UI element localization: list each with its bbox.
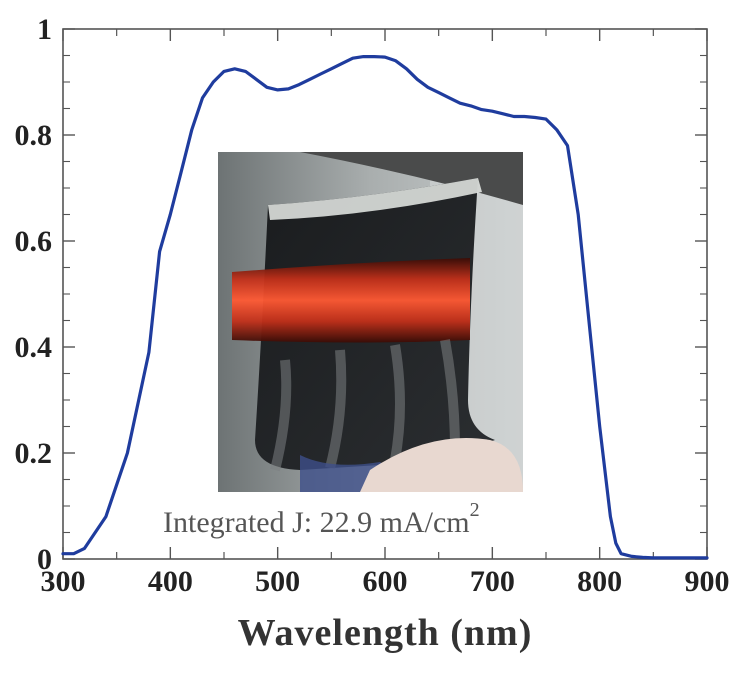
y-tick-label-0.6: 0.6 — [15, 225, 53, 258]
x-axis-title: Wavelength (nm) — [238, 612, 533, 654]
inset-photo — [218, 152, 523, 492]
x-tick-label-600: 600 — [363, 565, 408, 598]
eqe-series-line — [61, 55, 709, 560]
y-tick-labels: 0 0.2 0.4 0.6 0.8 1 — [15, 13, 53, 576]
y-tick-label-0.8: 0.8 — [15, 119, 53, 152]
x-tick-label-500: 500 — [255, 565, 300, 598]
x-tick-label-900: 900 — [685, 565, 730, 598]
integrated-j-annotation: Integrated J: 22.9 mA/cm2 — [163, 499, 480, 539]
y-tick-label-0.2: 0.2 — [15, 437, 53, 470]
y-tick-label-1: 1 — [37, 13, 52, 46]
x-tick-label-400: 400 — [148, 565, 193, 598]
x-tick-label-300: 300 — [41, 565, 86, 598]
x-tick-labels: 300 400 500 600 700 800 900 — [41, 565, 730, 598]
x-tick-label-700: 700 — [470, 565, 515, 598]
x-tick-label-800: 800 — [577, 565, 622, 598]
y-tick-label-0: 0 — [37, 543, 52, 576]
y-tick-label-0.4: 0.4 — [15, 331, 53, 364]
axis-ticks — [62, 28, 708, 560]
